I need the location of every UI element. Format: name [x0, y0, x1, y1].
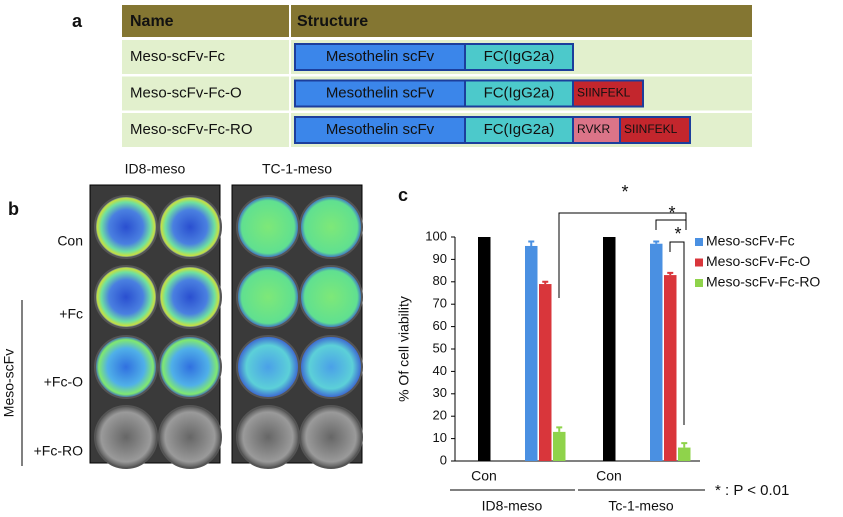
domain-box: [464, 79, 574, 108]
legend-swatch: [695, 279, 703, 287]
well: [158, 405, 222, 469]
significance-bracket: [558, 212, 687, 298]
error-bar: [681, 442, 688, 448]
domain-box: [619, 116, 691, 144]
row-name: Meso-scFv-Fc-O: [130, 84, 242, 101]
domain-box: [464, 43, 574, 71]
bar: [603, 237, 616, 461]
significance-star: *: [668, 203, 675, 223]
panel-c: c * * * * : P < 0.01 % Of cell viability…: [396, 182, 821, 514]
domain-label: Mesothelin scFv: [326, 84, 435, 101]
group-label: ID8-meso: [482, 498, 543, 514]
error-bar: [542, 280, 549, 285]
legend-swatch: [695, 258, 703, 267]
significance-bracket: [655, 219, 686, 230]
y-axis-label: % Of cell viability: [396, 296, 412, 402]
bar: [525, 245, 538, 461]
legend-swatch: [695, 238, 703, 246]
x-tick-label: Con: [596, 468, 622, 484]
bar: [539, 284, 552, 461]
annotation: * : P < 0.01: [715, 482, 789, 499]
panel-a: a Name Structure Meso-scFv-Fc Mesothelin sc…: [72, 5, 752, 147]
group-label: Tc-1-meso: [608, 498, 674, 514]
row-label: Con: [57, 233, 83, 249]
bar: [664, 275, 677, 461]
well: [299, 335, 363, 399]
well: [236, 405, 300, 469]
y-tick-label: 90: [433, 251, 447, 266]
y-tick-label: 70: [433, 296, 447, 311]
column-label: TC-1-meso: [262, 161, 332, 177]
well: [299, 195, 363, 259]
panel-letter: a: [72, 11, 83, 31]
column-label: ID8-meso: [125, 161, 186, 177]
domain-label: Mesothelin scFv: [326, 48, 435, 65]
error-bar: [528, 240, 535, 246]
well: [299, 405, 363, 469]
well: [158, 265, 222, 329]
domain-box: [572, 79, 644, 108]
well: [94, 265, 158, 329]
well: [158, 335, 222, 399]
well: [158, 195, 222, 259]
row-label: +Fc: [59, 306, 83, 322]
legend-label: Meso-scFv-Fc: [706, 233, 795, 249]
bar: [478, 237, 491, 461]
significance-bracket: [669, 241, 685, 425]
well: [94, 335, 158, 399]
domain-label: FC(IgG2a): [484, 84, 555, 101]
header-cell: Name: [130, 13, 174, 30]
y-tick-label: 100: [425, 228, 447, 243]
group-label: Meso-scFv: [1, 349, 17, 417]
y-tick-label: 0: [440, 452, 447, 467]
domain-box: [294, 116, 466, 144]
domain-label: RVKR: [577, 122, 610, 136]
header-cell: Structure: [297, 13, 368, 30]
table-header: [122, 5, 752, 37]
bar: [553, 431, 566, 461]
panel-letter: c: [398, 185, 408, 205]
y-tick-label: 20: [433, 408, 447, 423]
row-name: Meso-scFv-Fc: [130, 48, 225, 65]
domain-label: SIINFEKL: [577, 86, 631, 100]
x-tick-label: Con: [471, 468, 497, 484]
y-tick-label: 10: [433, 430, 447, 445]
y-tick-label: 60: [433, 318, 447, 333]
bar: [650, 243, 663, 461]
significance-star: *: [621, 182, 628, 202]
domain-label: FC(IgG2a): [484, 48, 555, 65]
row-label: +Fc-O: [44, 374, 83, 390]
significance-star: *: [674, 224, 681, 244]
well: [299, 265, 363, 329]
error-bar: [667, 271, 674, 276]
y-tick-label: 30: [433, 385, 447, 400]
error-bar: [556, 426, 563, 432]
domain-box: [294, 79, 466, 108]
row-label: +Fc-RO: [34, 443, 84, 459]
well: [236, 195, 300, 259]
domain-label: FC(IgG2a): [484, 121, 555, 138]
domain-label: Mesothelin scFv: [326, 121, 435, 138]
well: [94, 405, 158, 469]
legend-label: Meso-scFv-Fc-O: [706, 253, 810, 269]
well: [94, 195, 158, 259]
y-tick-label: 50: [433, 340, 447, 355]
legend-label: Meso-scFv-Fc-RO: [706, 274, 820, 290]
row-name: Meso-scFv-Fc-RO: [130, 121, 253, 138]
error-bar: [653, 240, 660, 244]
panel-b: b Meso-scFv ID8-meso TC-1-meso Con +Fc +Fc-O…: [1, 161, 363, 469]
well: [236, 265, 300, 329]
domain-label: SIINFEKL: [624, 122, 678, 136]
bar: [678, 447, 691, 461]
panel-letter: b: [8, 199, 19, 219]
y-tick-label: 80: [433, 273, 447, 288]
well: [236, 335, 300, 399]
domain-box: [464, 116, 574, 144]
y-tick-label: 40: [433, 363, 447, 378]
